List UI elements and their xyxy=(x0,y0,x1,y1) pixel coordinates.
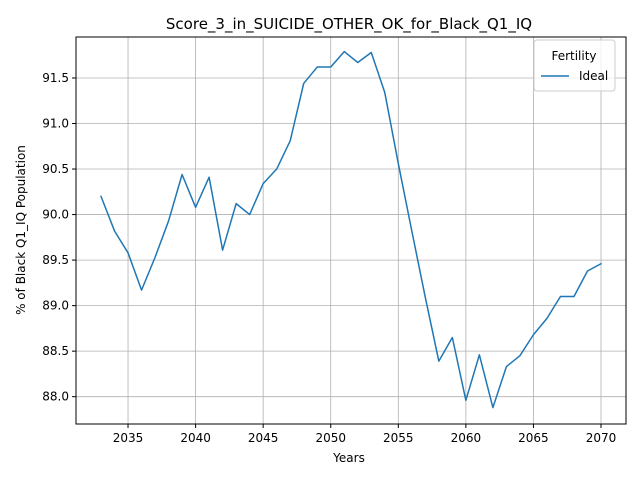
y-tick-label: 88.5 xyxy=(42,344,69,358)
legend-title: Fertility xyxy=(551,49,596,63)
legend-box xyxy=(533,39,616,92)
x-tick-label: 2045 xyxy=(248,431,279,445)
chart-title: Score_3_in_SUICIDE_OTHER_OK_for_Black_Q1… xyxy=(166,15,532,34)
y-tick-label: 90.0 xyxy=(42,208,69,222)
y-tick-label: 91.5 xyxy=(42,71,69,85)
legend: Fertility Ideal xyxy=(533,39,616,92)
x-tick-label: 2065 xyxy=(518,431,549,445)
y-tick-label: 90.5 xyxy=(42,162,69,176)
y-axis-label: % of Black Q1_IQ Population xyxy=(14,145,28,315)
y-tick-label: 88.0 xyxy=(42,390,69,404)
x-tick-label: 2035 xyxy=(113,431,144,445)
x-tick-label: 2055 xyxy=(383,431,414,445)
y-tick-label: 89.5 xyxy=(42,253,69,267)
y-axis-ticks: 88.0 88.5 89.0 89.5 90.0 90.5 91.0 91.5 xyxy=(42,71,76,404)
grid xyxy=(76,37,626,424)
x-tick-label: 2070 xyxy=(586,431,617,445)
x-axis-ticks: 2035 2040 2045 2050 2055 2060 2065 2070 xyxy=(113,424,617,445)
x-axis-label: Years xyxy=(332,451,365,465)
y-tick-label: 89.0 xyxy=(42,299,69,313)
series-line-ideal xyxy=(100,50,603,409)
plot-area-frame xyxy=(75,36,627,425)
series-lines xyxy=(100,50,603,409)
x-tick-label: 2060 xyxy=(451,431,482,445)
y-tick-label: 91.0 xyxy=(42,117,69,131)
x-tick-label: 2040 xyxy=(180,431,211,445)
legend-entry-label: Ideal xyxy=(579,69,608,83)
x-tick-label: 2050 xyxy=(315,431,346,445)
